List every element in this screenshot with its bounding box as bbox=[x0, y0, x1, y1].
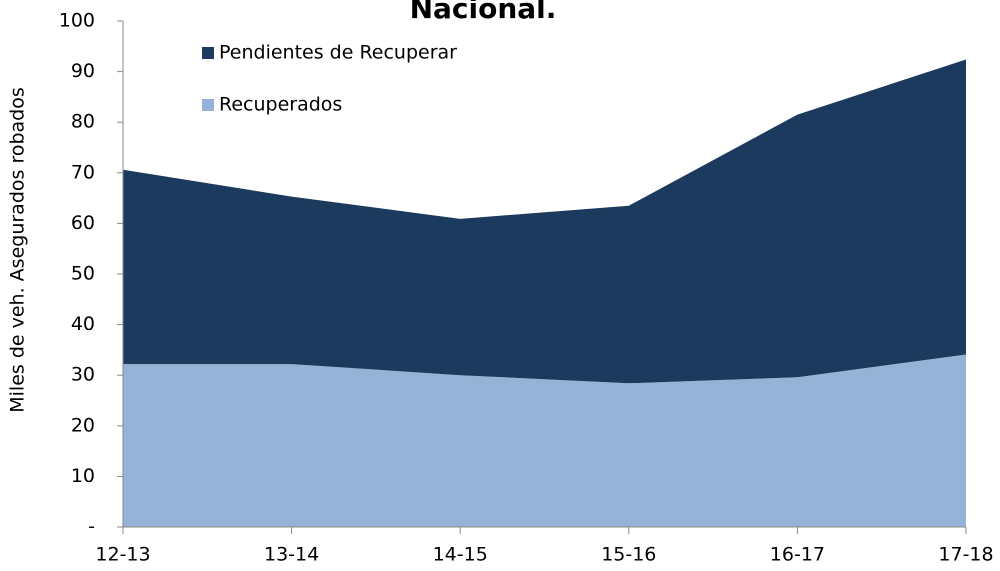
y-tick-label: 80 bbox=[71, 111, 95, 133]
y-axis-label: Miles de veh. Asegurados robados bbox=[7, 87, 29, 413]
chart-title: Nacional. bbox=[410, 0, 557, 25]
x-tick-label: 14-15 bbox=[433, 544, 488, 566]
y-tick-label: - bbox=[88, 516, 95, 538]
y-tick-label: 70 bbox=[71, 161, 95, 183]
y-tick-label: 50 bbox=[71, 263, 95, 285]
x-tick-label: 16-17 bbox=[770, 544, 825, 566]
x-tick-label: 17-18 bbox=[938, 544, 993, 566]
legend-swatch bbox=[202, 47, 214, 59]
area bbox=[123, 354, 966, 527]
y-tick-label: 40 bbox=[71, 313, 95, 335]
y-tick-label: 30 bbox=[71, 364, 95, 386]
y-tick-label: 60 bbox=[71, 212, 95, 234]
legend-label: Pendientes de Recuperar bbox=[219, 42, 457, 64]
y-tick-label: 10 bbox=[71, 465, 95, 487]
y-tick-label: 100 bbox=[59, 10, 95, 32]
legend-label: Recuperados bbox=[219, 94, 342, 116]
x-tick-label: 13-14 bbox=[264, 544, 319, 566]
area bbox=[123, 59, 966, 384]
legend-swatch bbox=[202, 99, 214, 111]
y-tick-label: 20 bbox=[71, 414, 95, 436]
x-tick-label: 12-13 bbox=[95, 544, 150, 566]
y-tick-label: 90 bbox=[71, 60, 95, 82]
x-tick-label: 15-16 bbox=[601, 544, 656, 566]
